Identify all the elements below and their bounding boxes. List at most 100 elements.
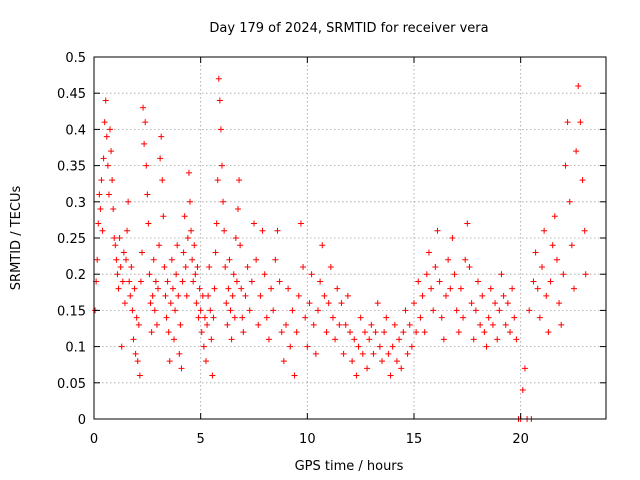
data-point (160, 213, 167, 220)
data-point (227, 307, 234, 314)
data-point (353, 372, 360, 379)
data-point (103, 133, 110, 140)
data-point (177, 321, 184, 328)
data-points (92, 75, 589, 422)
data-point (462, 256, 469, 263)
data-point (379, 358, 385, 365)
data-point (383, 314, 390, 321)
data-point (485, 314, 492, 321)
data-point (536, 314, 543, 321)
data-point (571, 285, 577, 292)
data-point (211, 285, 218, 292)
data-point (443, 292, 449, 299)
data-point (184, 235, 191, 241)
data-point (568, 242, 575, 249)
data-point (213, 220, 220, 227)
data-point (464, 220, 471, 227)
data-point (173, 271, 180, 278)
data-point (315, 307, 321, 314)
data-point (291, 372, 298, 379)
data-point (151, 307, 158, 314)
y-tick-label: 0.45 (57, 87, 86, 102)
data-point (423, 271, 430, 278)
data-point (338, 300, 345, 307)
data-point (308, 271, 315, 278)
data-point (541, 227, 548, 234)
data-point (539, 263, 545, 270)
data-point (470, 336, 477, 343)
data-point (115, 285, 122, 292)
data-point (349, 358, 356, 365)
data-point (189, 256, 196, 263)
data-point (466, 263, 473, 270)
data-point (582, 271, 589, 278)
data-point (468, 300, 475, 307)
data-point (210, 314, 217, 321)
data-point (104, 162, 111, 169)
data-point (162, 292, 169, 299)
data-point (415, 278, 422, 285)
data-point (167, 300, 174, 307)
data-point (98, 177, 105, 184)
data-point (417, 314, 424, 321)
data-point (97, 206, 104, 213)
data-point (340, 350, 347, 357)
data-point (237, 242, 244, 249)
data-point (181, 213, 188, 220)
data-point (419, 292, 426, 299)
y-tick-label: 0.05 (57, 377, 86, 392)
data-point (428, 285, 435, 292)
data-point (398, 365, 405, 372)
data-point (141, 140, 148, 147)
data-point (321, 292, 328, 299)
data-point (117, 263, 124, 270)
data-point (440, 336, 447, 343)
data-point (472, 307, 479, 314)
data-point (387, 372, 394, 379)
data-point (453, 307, 460, 314)
data-point (566, 198, 573, 205)
data-point (304, 343, 311, 350)
data-point (148, 329, 155, 336)
data-point (209, 372, 216, 379)
data-point (334, 285, 341, 292)
data-point (502, 321, 509, 328)
data-point (411, 300, 417, 307)
data-point (99, 227, 106, 234)
data-point (432, 263, 439, 270)
data-point (111, 235, 118, 241)
data-point (199, 292, 206, 299)
data-point (207, 307, 214, 314)
data-point (312, 350, 319, 357)
y-tick-label: 0.15 (57, 304, 86, 319)
data-point (229, 292, 236, 299)
data-point (96, 191, 103, 198)
data-point (404, 350, 411, 357)
data-point (150, 256, 157, 263)
y-tick-label: 0.25 (57, 232, 86, 247)
data-point (325, 300, 332, 307)
data-point (155, 285, 161, 292)
data-point (109, 177, 116, 184)
data-point (507, 329, 513, 336)
data-point (385, 350, 392, 357)
data-point (460, 314, 467, 321)
data-point (573, 148, 580, 155)
data-point (144, 191, 151, 198)
data-point (244, 263, 251, 270)
data-point (159, 177, 166, 184)
data-point (511, 314, 518, 321)
data-point (125, 198, 132, 205)
data-point (239, 314, 246, 321)
data-point (479, 292, 486, 299)
data-point (95, 220, 102, 227)
data-point (188, 227, 195, 234)
data-point (161, 263, 168, 270)
data-point (168, 256, 175, 263)
data-point (558, 321, 565, 328)
data-point (374, 300, 381, 307)
data-point (194, 263, 201, 270)
data-point (192, 271, 199, 278)
data-point (136, 372, 143, 379)
data-point (228, 336, 235, 343)
